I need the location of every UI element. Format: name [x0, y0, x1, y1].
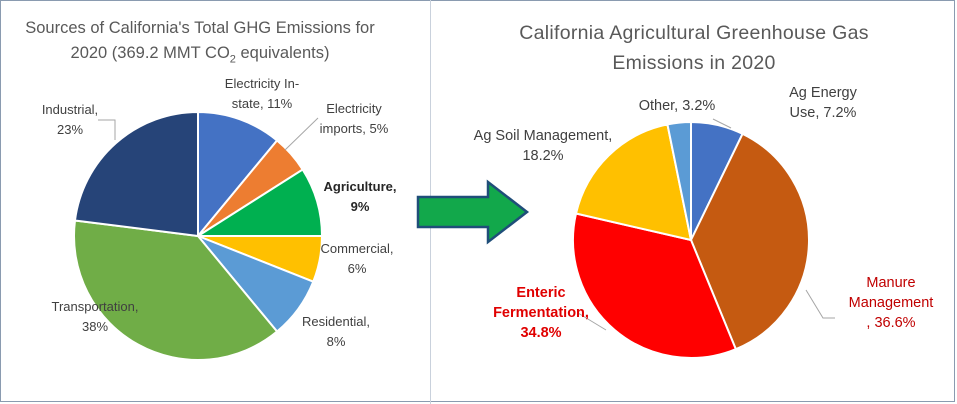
slice-label-line: 6% [348, 261, 367, 276]
slice-label-line: Management [849, 295, 934, 311]
leader-line [577, 312, 607, 331]
slice-label-line: 8% [327, 334, 346, 349]
slice-label-agriculture: Agriculture, 9% [324, 179, 397, 214]
slice-label-line: Electricity [326, 101, 382, 116]
slice-label-enteric-fermentation: Enteric Fermentation, 34.8% [493, 285, 589, 341]
slice-label-line: Other, 3.2% [639, 98, 716, 114]
pie-slice-industrial [73, 110, 199, 238]
slice-label-line: Industrial, [42, 102, 98, 117]
leader-line [712, 118, 732, 129]
slice-label-line: imports, 5% [320, 121, 389, 136]
slice-label-line: , 36.6% [866, 315, 915, 331]
right-pie-chart: Ag Energy Use, 7.2% Manure Management , 36.6… [474, 85, 934, 359]
left-chart-title: Sources of California's Total GHG Emissi… [0, 16, 400, 72]
slice-label-line: Fermentation, [493, 305, 589, 321]
slice-label-line: 38% [82, 319, 108, 334]
pie-slice-enteric-fermentation [572, 212, 738, 359]
slice-label-ag-energy-use: Ag Energy Use, 7.2% [789, 85, 857, 121]
leader-line [98, 119, 116, 140]
slice-label-line: Ag Soil Management, [474, 128, 613, 144]
slice-label-line: Use, 7.2% [790, 105, 857, 121]
slice-label-line: state, 11% [232, 96, 293, 111]
slice-label-line: Manure [866, 275, 915, 291]
slice-label-line: Ag Energy [789, 85, 857, 101]
slice-label-ag-soil-management: Ag Soil Management, 18.2% [474, 128, 613, 164]
pie-slice-other [666, 120, 692, 241]
slice-label-commercial: Commercial, 6% [321, 241, 394, 276]
left-title-line2-post: equivalents) [235, 44, 330, 62]
leader-line [284, 117, 319, 151]
left-pie-chart: Electricity In-state, 11% Electricity impo… [42, 76, 397, 361]
slice-label-line: Commercial, [321, 241, 394, 256]
left-title-subscript: 2 [229, 53, 236, 66]
pie-slice-manure-management [689, 132, 810, 351]
slice-label-line: 18.2% [522, 148, 563, 164]
left-chart-panel: Sources of California's Total GHG Emissi… [0, 0, 430, 404]
left-title-line1: Sources of California's Total GHG Emissi… [25, 19, 375, 37]
pie-slice-ag-soil-management [574, 123, 693, 242]
slice-label-line: Transportation, [52, 299, 139, 314]
pie-slice-electricity-in-state [197, 110, 279, 239]
slice-label-electricity-imports: Electricity imports, 5% [320, 101, 389, 136]
slice-label-industrial: Industrial, 23% [42, 102, 98, 137]
slice-label-line: Enteric [516, 285, 565, 301]
pie-slice-transportation [73, 219, 279, 361]
slice-label-line: Residential, [302, 314, 370, 329]
right-title-line2: Emissions in 2020 [612, 52, 776, 74]
slice-label-manure-management: Manure Management , 36.6% [849, 275, 934, 331]
slice-label-transportation: Transportation, 38% [52, 299, 139, 334]
slice-label-electricity-in-state: Electricity In-state, 11% [225, 76, 299, 111]
slice-label-line: Agriculture, [324, 179, 397, 194]
right-chart-panel: California Agricultural Greenhouse Gas E… [431, 0, 957, 404]
slice-label-line: 34.8% [520, 325, 561, 341]
slice-label-line: 23% [57, 122, 83, 137]
slice-label-other: Other, 3.2% [639, 98, 716, 114]
slice-label-line: 9% [351, 199, 370, 214]
slice-label-line: Electricity In- [225, 76, 299, 91]
right-chart-title: California Agricultural Greenhouse Gas E… [431, 18, 957, 78]
leader-line [805, 289, 835, 319]
right-title-line1: California Agricultural Greenhouse Gas [519, 22, 869, 44]
left-title-line2: 2020 (369.2 MMT CO2 equivalents) [0, 41, 400, 72]
left-title-line2-pre: 2020 (369.2 MMT CO [70, 44, 230, 62]
slice-label-residential: Residential, 8% [302, 314, 370, 349]
